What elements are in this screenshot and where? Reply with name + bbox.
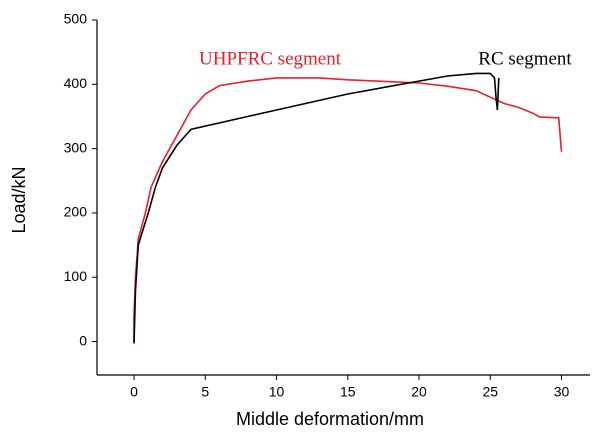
x-tick-label: 0 (130, 384, 138, 400)
y-tick-label: 500 (64, 11, 88, 27)
x-axis-title: Middle deformation/mm (236, 409, 424, 429)
x-tick-label: 10 (269, 384, 285, 400)
x-tick-label: 25 (482, 384, 498, 400)
x-tick-label: 30 (554, 384, 570, 400)
x-tick-label: 5 (201, 384, 209, 400)
y-tick-label: 400 (64, 75, 88, 91)
series-label: UHPFRC segment (199, 48, 342, 69)
x-tick-label: 15 (340, 384, 356, 400)
x-tick-label: 20 (411, 384, 427, 400)
y-tick-label: 200 (64, 204, 88, 220)
y-tick-label: 0 (79, 332, 87, 348)
series-line (133, 72, 500, 344)
series-line (133, 77, 563, 342)
y-tick-label: 300 (64, 139, 88, 155)
series-label: RC segment (478, 48, 572, 69)
y-axis-title: Load/kN (9, 166, 29, 233)
y-tick-label: 100 (64, 268, 88, 284)
